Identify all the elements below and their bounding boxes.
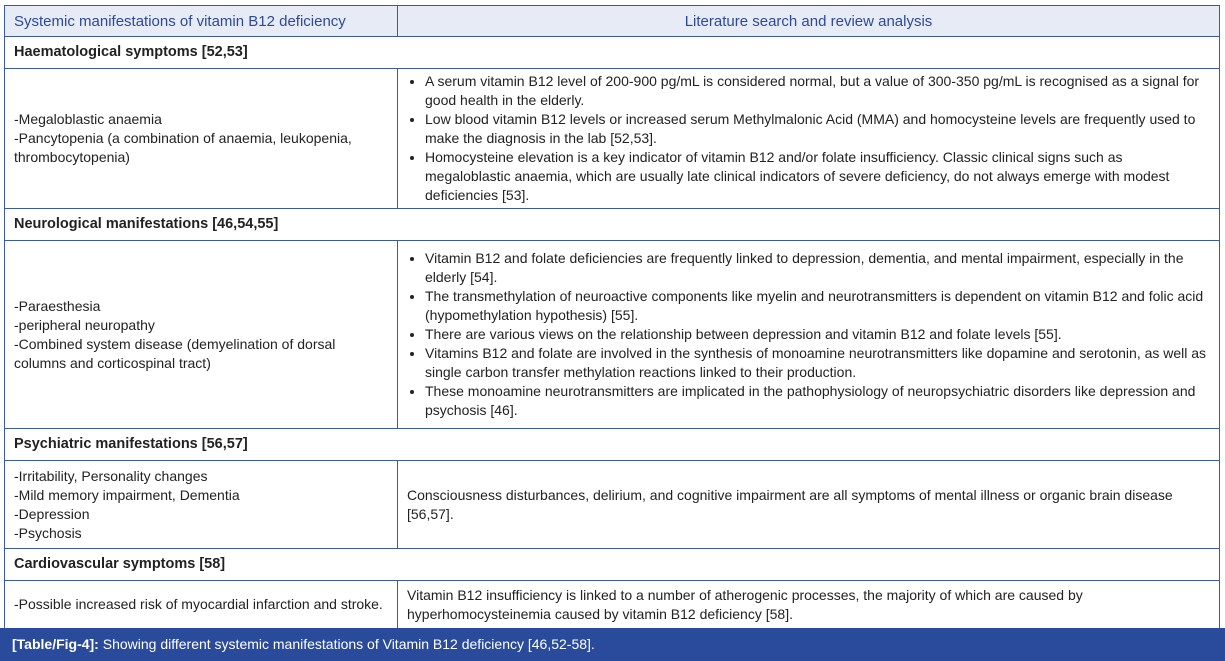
analysis-cell: Vitamin B12 and folate deficiencies are … <box>397 240 1220 429</box>
table-caption: [Table/Fig-4]: Showing different systemi… <box>0 628 1225 661</box>
analysis-bullet: Low blood vitamin B12 levels or increase… <box>425 110 1210 148</box>
manifestations-table: Systemic manifestations of vitamin B12 d… <box>4 5 1220 629</box>
table-header-row: Systemic manifestations of vitamin B12 d… <box>4 5 1220 37</box>
table-row: -Possible increased risk of myocardial i… <box>4 580 1220 629</box>
manifestation: -peripheral neuropathy <box>14 316 155 333</box>
analysis-bullet: Homocysteine elevation is a key indicato… <box>425 148 1210 205</box>
manifestation-cell: -Irritability, Personality changes -Mild… <box>4 460 398 549</box>
analysis-bullet: A serum vitamin B12 level of 200-900 pg/… <box>425 72 1210 110</box>
section-title: Psychiatric manifestations [56,57] <box>4 428 1220 461</box>
column-header: Literature search and review analysis <box>397 5 1220 37</box>
table-row: -Megaloblastic anaemia -Pancytopenia (a … <box>4 68 1220 209</box>
analysis-bullet: There are various views on the relations… <box>425 325 1210 344</box>
manifestation: -Combined system disease (demyelination … <box>14 335 336 371</box>
table-row: -Paraesthesia -peripheral neuropathy -Co… <box>4 240 1220 429</box>
analysis-bullet: The transmethylation of neuroactive comp… <box>425 287 1210 325</box>
analysis-cell: A serum vitamin B12 level of 200-900 pg/… <box>397 68 1220 209</box>
analysis-bullet: Vitamin B12 and folate deficiencies are … <box>425 249 1210 287</box>
caption-text: Showing different systemic manifestation… <box>98 636 595 652</box>
manifestation: -Paraesthesia <box>14 297 101 314</box>
section-title: Haematological symptoms [52,53] <box>4 36 1220 69</box>
manifestation-cell: -Paraesthesia -peripheral neuropathy -Co… <box>4 240 398 429</box>
analysis-bullet: Vitamins B12 and folate are involved in … <box>425 344 1210 382</box>
analysis-cell: Vitamin B12 insufficiency is linked to a… <box>397 580 1220 629</box>
manifestation: -Pancytopenia (a combination of anaemia,… <box>14 130 352 165</box>
manifestation: -Possible increased risk of myocardial i… <box>14 596 383 612</box>
manifestation: -Megaloblastic anaemia <box>14 111 162 127</box>
manifestation-cell: -Possible increased risk of myocardial i… <box>4 580 398 629</box>
table-row: -Irritability, Personality changes -Mild… <box>4 460 1220 549</box>
manifestation: -Irritability, Personality changes <box>14 467 208 484</box>
manifestation: -Depression <box>14 505 90 522</box>
manifestation: -Psychosis <box>14 524 82 541</box>
manifestation: -Mild memory impairment, Dementia <box>14 486 240 503</box>
analysis-cell: Consciousness disturbances, delirium, an… <box>397 460 1220 549</box>
caption-label: [Table/Fig-4]: <box>12 636 99 652</box>
section-title: Cardiovascular symptoms [58] <box>4 548 1220 581</box>
column-header: Systemic manifestations of vitamin B12 d… <box>4 5 398 37</box>
manifestation-cell: -Megaloblastic anaemia -Pancytopenia (a … <box>4 68 398 209</box>
analysis-bullet: These monoamine neurotransmitters are im… <box>425 382 1210 420</box>
section-title: Neurological manifestations [46,54,55] <box>4 208 1220 241</box>
